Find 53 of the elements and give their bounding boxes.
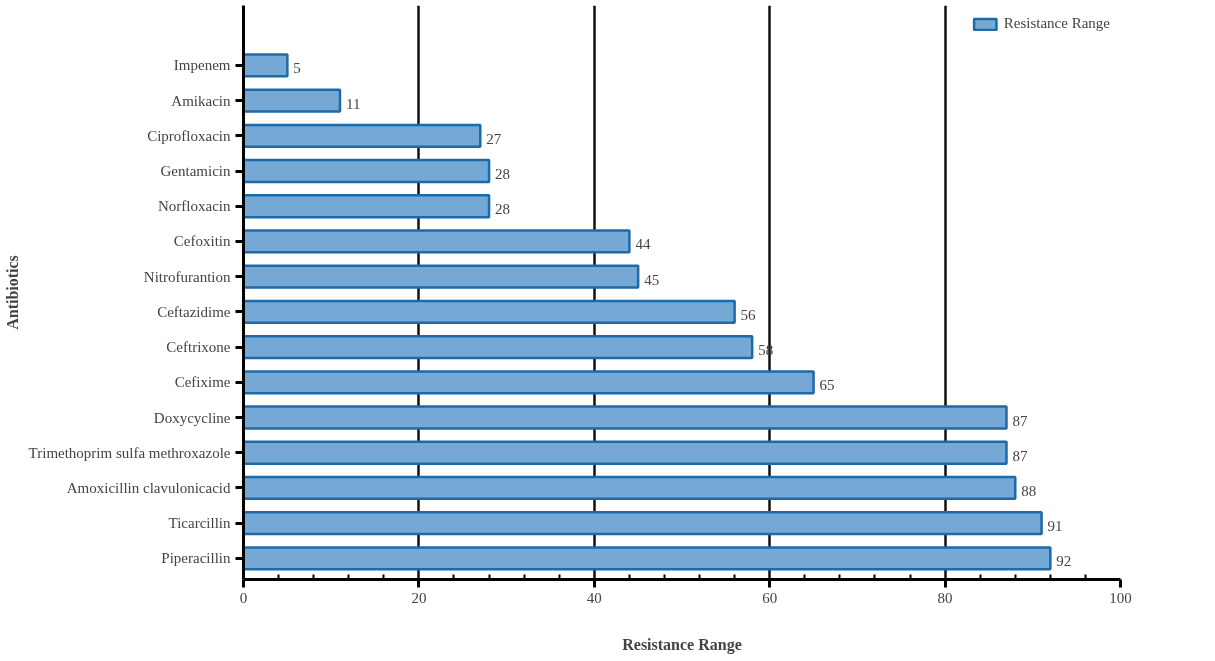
x-tick-label: 80 [937, 589, 953, 606]
bar [243, 510, 1043, 536]
data-label: 44 [635, 236, 651, 253]
y-tick-label: Norfloxacin [158, 198, 231, 215]
bar [243, 229, 631, 254]
y-tick-label: Ceftrixone [166, 339, 231, 356]
data-label: 28 [495, 166, 511, 183]
bar [243, 370, 815, 395]
data-label: 88 [1021, 482, 1037, 499]
data-label: 27 [486, 130, 502, 147]
x-tick-label: 20 [411, 589, 427, 606]
bar [243, 299, 736, 325]
bar [243, 546, 1052, 571]
y-tick-label: Cefixime [174, 374, 231, 391]
y-tick-label: Cefoxitin [173, 233, 231, 250]
bar [243, 123, 482, 148]
data-label: 56 [740, 306, 757, 323]
data-label: 87 [1012, 412, 1028, 429]
data-label: 5 [293, 60, 301, 77]
y-tick-label: Ciprofloxacin [147, 127, 231, 144]
y-tick-label: Amoxicillin clavulonicacid [66, 479, 231, 496]
bar [243, 334, 754, 360]
x-axis-title: Resistance Range [622, 635, 742, 654]
bar [243, 475, 1017, 501]
x-tick-label: 40 [586, 589, 602, 606]
x-tick-label: 100 [1109, 589, 1132, 606]
bar [243, 194, 491, 219]
data-label: 11 [345, 95, 361, 112]
y-tick-label: Gentamicin [160, 163, 231, 180]
data-label: 91 [1047, 518, 1063, 535]
bar [243, 158, 491, 184]
y-tick-label: Nitrofurantion [143, 268, 231, 285]
y-tick-label: Doxycycline [153, 409, 231, 426]
data-label: 45 [644, 271, 660, 288]
bar [243, 264, 640, 289]
y-tick-label: Ticarcillin [168, 515, 231, 532]
data-label: 65 [819, 377, 835, 394]
bar [243, 405, 1008, 430]
bar [243, 88, 342, 113]
y-tick-label: Trimethoprim sulfa methroxazole [28, 444, 231, 461]
bar [243, 440, 1008, 465]
data-label: 28 [495, 201, 511, 218]
y-axis-title: Antibiotics [3, 255, 21, 330]
x-tick-label: 60 [762, 589, 778, 606]
y-tick-label: Piperacillin [161, 550, 231, 567]
x-tick-label: 0 [239, 589, 248, 606]
y-tick-label: Impenem [173, 57, 231, 74]
data-label: 92 [1056, 553, 1072, 570]
data-label: 87 [1012, 447, 1028, 464]
bar [243, 53, 289, 78]
y-tick-label: Amikacin [171, 92, 231, 109]
y-tick-label: Ceftazidime [157, 303, 231, 320]
legend-label: Resistance Range [1003, 15, 1110, 32]
